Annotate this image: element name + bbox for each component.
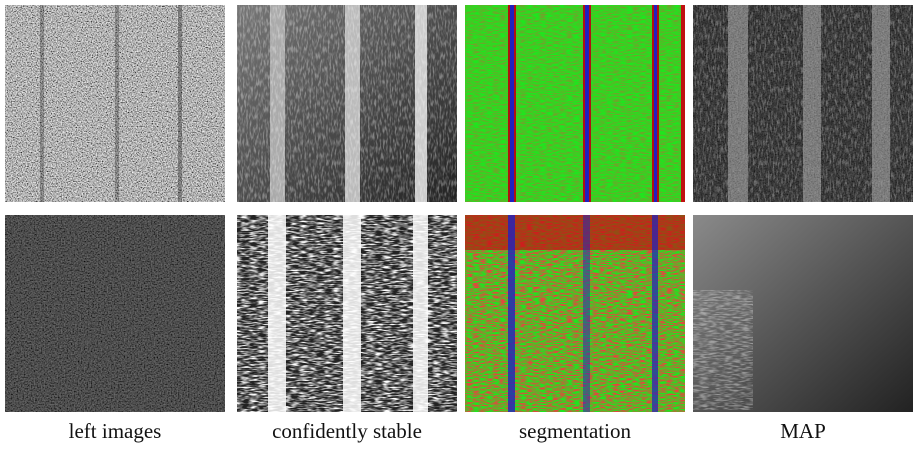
stable-top <box>237 5 457 202</box>
left-image-top <box>5 5 225 202</box>
map-bottom <box>693 215 913 412</box>
caption: left images <box>69 419 162 443</box>
caption: segmentation <box>519 419 631 443</box>
segmentation-top <box>465 5 685 202</box>
segmentation-bottom <box>465 215 685 412</box>
left-image-bottom <box>5 215 225 412</box>
caption: MAP <box>780 419 826 443</box>
stable-bottom <box>237 215 457 412</box>
map-top <box>693 5 913 202</box>
caption: confidently stable <box>272 419 422 443</box>
